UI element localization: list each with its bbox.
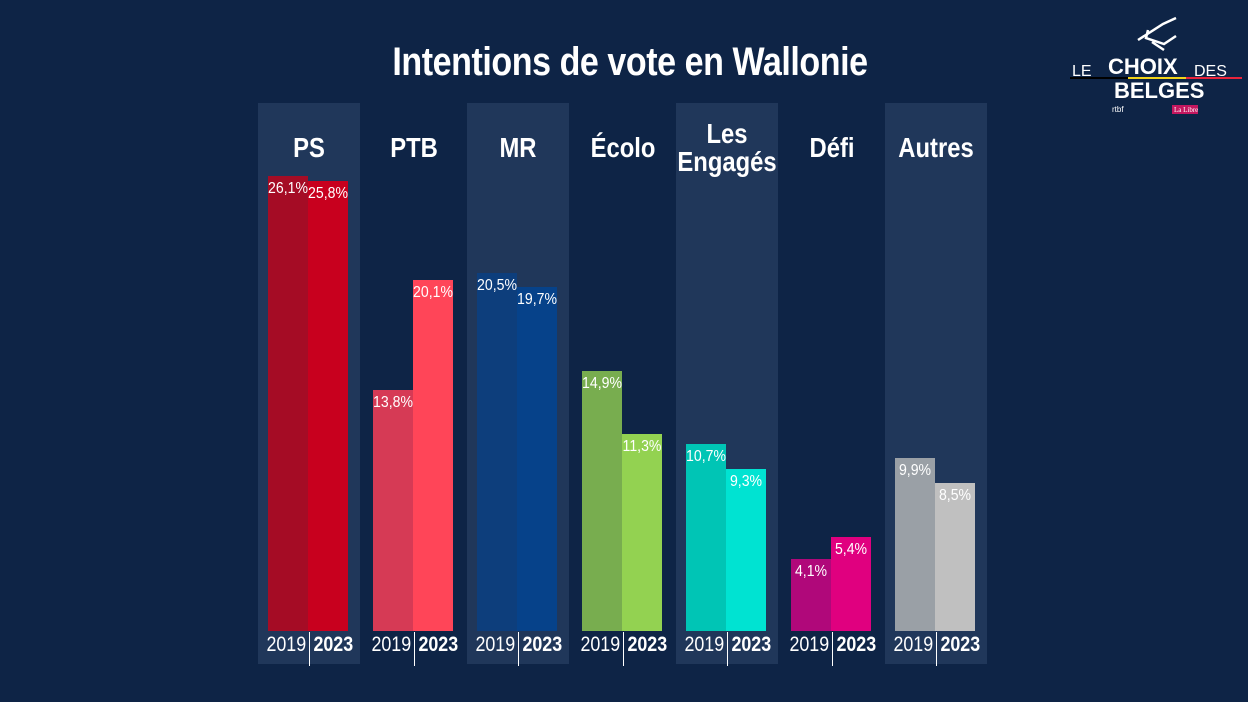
- party-label: MR: [499, 132, 537, 163]
- data-label: 10,7%: [686, 448, 726, 466]
- bar-2023: [726, 468, 766, 631]
- year-divider: [727, 632, 728, 666]
- bar-2019: [686, 444, 726, 631]
- bar-2019: [895, 458, 935, 631]
- data-label: 9,3%: [729, 472, 763, 490]
- party-label: PTB: [389, 132, 438, 163]
- year-divider: [831, 632, 833, 666]
- bar-2019: [268, 175, 308, 631]
- data-label: 4,1%: [794, 563, 827, 581]
- bar-2019: [581, 370, 622, 631]
- year-label: 2023: [313, 633, 354, 656]
- bar-2019: [372, 390, 413, 631]
- data-label: 8,5%: [938, 486, 972, 504]
- bar-2019: [477, 273, 517, 631]
- year-label: 2019: [893, 633, 934, 656]
- year-label: 2019: [475, 633, 516, 656]
- le-choix-des-belges-logo: LE CHOIX DES BELGES rtbf La Libre: [1070, 16, 1242, 114]
- data-label: 19,7%: [517, 291, 557, 309]
- year-divider: [622, 632, 624, 666]
- year-divider: [518, 632, 519, 666]
- party-label: Autres: [898, 132, 974, 163]
- party-label: Les Engagés: [677, 118, 777, 177]
- data-label: 25,8%: [308, 184, 348, 202]
- data-label: 14,9%: [581, 374, 622, 392]
- bar-2023: [621, 433, 662, 631]
- year-label: 2023: [940, 633, 981, 656]
- svg-text:rtbf: rtbf: [1112, 105, 1124, 114]
- party-label: PS: [293, 132, 325, 163]
- year-label: 2019: [579, 633, 620, 656]
- svg-text:CHOIX: CHOIX: [1108, 54, 1178, 79]
- bar-2023: [935, 482, 975, 631]
- year-label: 2023: [731, 633, 772, 656]
- bar-2019: [790, 559, 831, 631]
- year-label: 2023: [835, 633, 876, 656]
- party-label: Défi: [809, 132, 854, 163]
- year-divider: [936, 632, 937, 666]
- year-divider: [309, 632, 310, 666]
- data-label: 13,8%: [372, 394, 413, 412]
- data-label: 20,5%: [477, 277, 517, 295]
- year-label: 2023: [626, 633, 667, 656]
- chart-title: Intentions de vote en Wallonie: [392, 40, 868, 84]
- bar-2023: [308, 180, 348, 631]
- year-divider: [413, 632, 415, 666]
- data-label: 9,9%: [898, 462, 932, 480]
- data-label: 20,1%: [412, 284, 453, 302]
- year-label: 2019: [370, 633, 411, 656]
- svg-text:DES: DES: [1194, 63, 1227, 80]
- year-label: 2019: [684, 633, 725, 656]
- data-label: 11,3%: [622, 437, 661, 455]
- svg-text:La Libre: La Libre: [1174, 106, 1198, 114]
- party-label: Écolo: [590, 132, 655, 163]
- svg-text:LE: LE: [1072, 63, 1092, 80]
- year-label: 2023: [522, 633, 563, 656]
- bar-2023: [517, 287, 557, 631]
- year-label: 2019: [788, 633, 829, 656]
- bar-2023: [412, 280, 453, 631]
- bar-2023: [830, 536, 871, 631]
- year-label: 2023: [417, 633, 458, 656]
- svg-text:BELGES: BELGES: [1114, 78, 1204, 103]
- data-label: 26,1%: [268, 179, 308, 197]
- year-label: 2019: [266, 633, 307, 656]
- data-label: 5,4%: [834, 540, 867, 558]
